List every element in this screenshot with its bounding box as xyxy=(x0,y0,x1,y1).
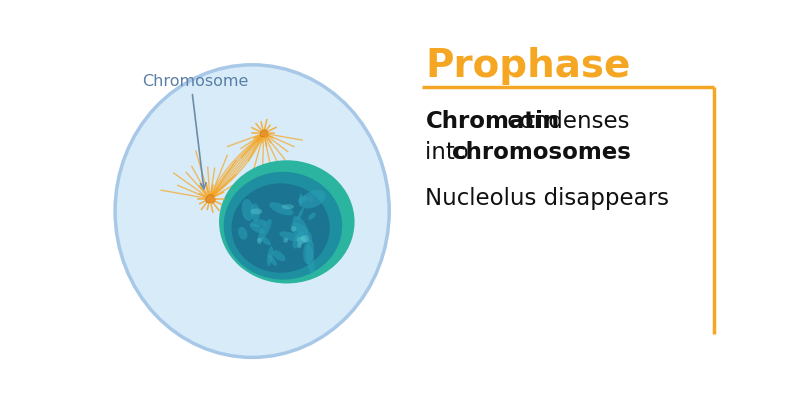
Ellipse shape xyxy=(290,226,296,232)
Ellipse shape xyxy=(250,224,265,234)
Ellipse shape xyxy=(293,232,304,249)
Ellipse shape xyxy=(300,190,326,209)
Ellipse shape xyxy=(250,204,260,221)
Ellipse shape xyxy=(303,240,314,264)
Ellipse shape xyxy=(272,250,286,261)
Ellipse shape xyxy=(306,244,314,274)
Ellipse shape xyxy=(231,184,330,273)
Text: condenses: condenses xyxy=(500,110,630,133)
Text: into: into xyxy=(426,141,477,164)
Ellipse shape xyxy=(257,238,262,244)
Ellipse shape xyxy=(283,237,288,243)
Ellipse shape xyxy=(267,246,273,266)
Ellipse shape xyxy=(268,255,277,266)
Ellipse shape xyxy=(301,235,309,242)
Ellipse shape xyxy=(242,199,254,221)
Ellipse shape xyxy=(238,227,247,240)
Ellipse shape xyxy=(298,196,307,203)
Ellipse shape xyxy=(225,173,342,279)
Ellipse shape xyxy=(210,197,216,204)
Ellipse shape xyxy=(254,192,328,229)
Text: Nucleolus disappears: Nucleolus disappears xyxy=(426,187,670,210)
Ellipse shape xyxy=(298,242,302,248)
Ellipse shape xyxy=(282,204,294,209)
Ellipse shape xyxy=(219,160,354,283)
Ellipse shape xyxy=(250,219,266,227)
Text: Chromosome: Chromosome xyxy=(142,74,249,89)
Ellipse shape xyxy=(279,232,301,242)
Ellipse shape xyxy=(269,202,294,215)
Ellipse shape xyxy=(250,209,262,214)
Ellipse shape xyxy=(260,130,267,137)
Ellipse shape xyxy=(261,237,271,245)
Ellipse shape xyxy=(115,65,390,357)
Text: Chromatin: Chromatin xyxy=(426,110,559,133)
Ellipse shape xyxy=(206,195,214,203)
Ellipse shape xyxy=(258,219,272,242)
Ellipse shape xyxy=(224,172,342,280)
Ellipse shape xyxy=(308,213,316,220)
Text: chromosomes: chromosomes xyxy=(452,141,631,164)
Ellipse shape xyxy=(299,193,302,206)
Ellipse shape xyxy=(293,216,308,237)
Text: Prophase: Prophase xyxy=(426,47,630,85)
Ellipse shape xyxy=(302,234,310,240)
Ellipse shape xyxy=(297,208,304,220)
Ellipse shape xyxy=(297,236,306,244)
Ellipse shape xyxy=(291,222,312,243)
Ellipse shape xyxy=(264,132,269,138)
Ellipse shape xyxy=(306,196,314,202)
